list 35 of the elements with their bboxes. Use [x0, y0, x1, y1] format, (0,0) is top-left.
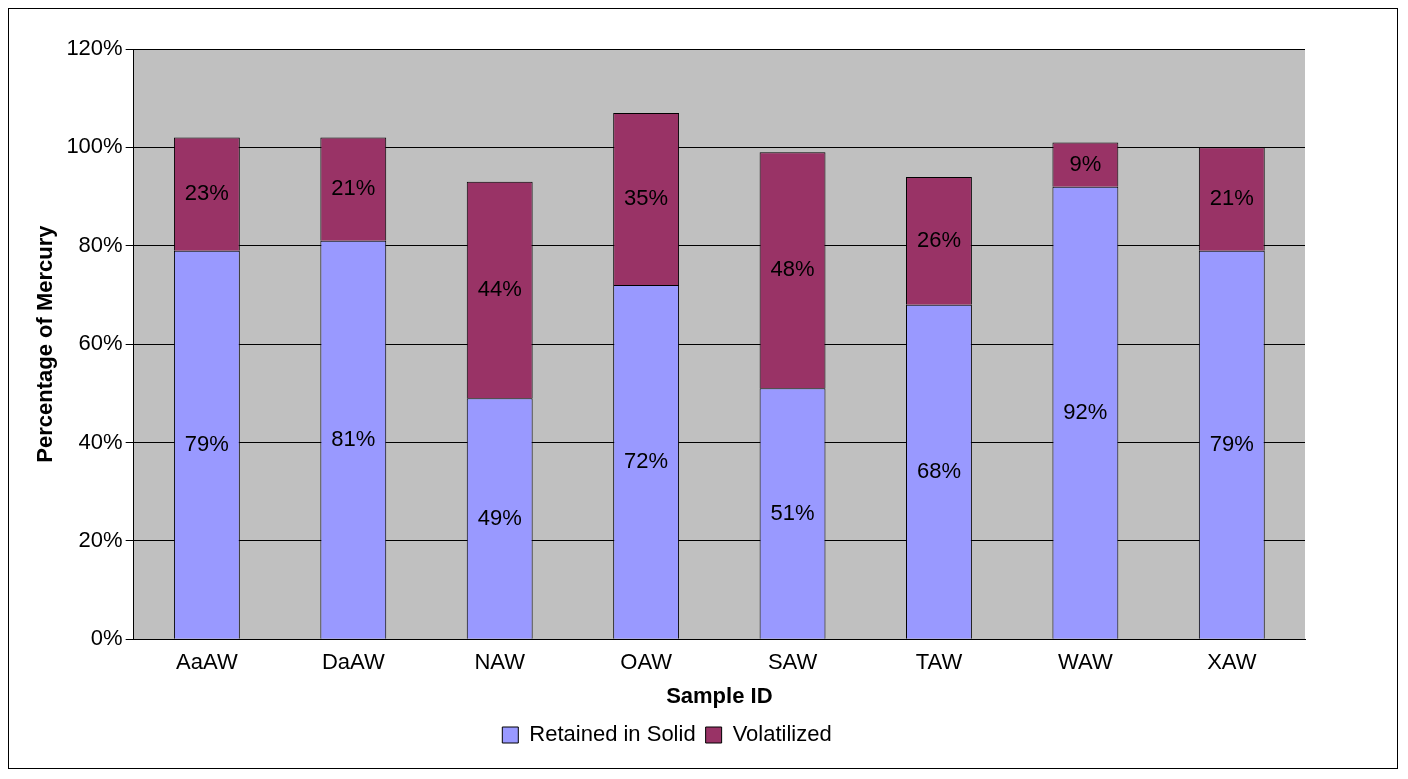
x-tick-label: AaAW [176, 649, 238, 675]
y-tick-label: 100% [66, 133, 123, 159]
data-label: 21% [1209, 185, 1254, 211]
x-axis-title: Sample ID [666, 682, 773, 708]
data-label: 35% [624, 185, 669, 211]
x-tick-label: XAW [1207, 649, 1257, 675]
legend-label: Retained in Solid [529, 721, 696, 747]
legend-label: Volatilized [732, 721, 832, 747]
x-tick-label: DaAW [321, 649, 385, 675]
data-label: 26% [916, 226, 961, 252]
data-label: 68% [916, 457, 961, 483]
data-label: 72% [624, 447, 669, 473]
x-tick-label: WAW [1058, 649, 1113, 675]
data-label: 81% [331, 425, 376, 451]
x-tick-label: OAW [620, 649, 673, 675]
x-tick-label: TAW [915, 649, 963, 675]
y-tick-label: 120% [66, 35, 123, 61]
data-label: 92% [1063, 398, 1108, 424]
data-label: 9% [1069, 150, 1102, 176]
y-tick-label: 20% [78, 526, 123, 552]
data-label: 51% [770, 499, 815, 525]
data-label: 49% [477, 504, 522, 530]
data-label: 21% [331, 175, 376, 201]
data-label: 23% [184, 180, 229, 206]
y-tick-label: 40% [78, 428, 123, 454]
data-label: 79% [184, 430, 229, 456]
data-label: 44% [477, 276, 522, 302]
x-tick-label: NAW [474, 649, 526, 675]
y-tick-label: 80% [78, 231, 123, 257]
data-label: 79% [1209, 430, 1254, 456]
y-axis-title: Percentage of Mercury [32, 224, 58, 463]
data-label: 48% [770, 256, 815, 282]
y-tick-label: 60% [78, 330, 123, 356]
x-tick-label: SAW [767, 649, 818, 675]
y-tick-label: 0% [90, 625, 123, 651]
